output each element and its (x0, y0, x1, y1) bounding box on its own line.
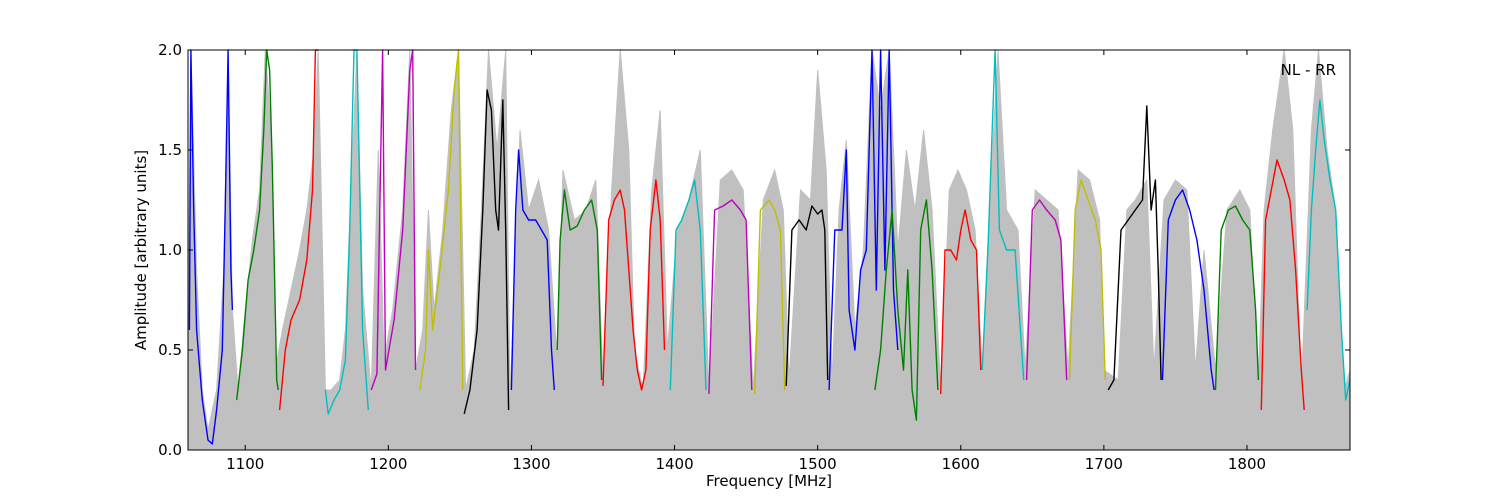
series-line-24 (1260, 159, 1305, 411)
series-line-14 (785, 205, 829, 387)
x-axis-label: Frequency [MHz] (706, 472, 832, 490)
series-line-25 (1306, 99, 1351, 401)
x-tick-label: 1100 (226, 455, 264, 473)
series-line-16 (874, 199, 939, 421)
series-layer (188, 49, 1351, 445)
x-axis: 1100 1200 1300 1400 1500 1600 1700 1800 (226, 50, 1266, 473)
y-tick-label: 1.5 (158, 141, 182, 159)
x-tick-label: 1600 (942, 455, 980, 473)
series-line-8 (510, 149, 555, 391)
series-line-6 (419, 49, 464, 391)
envelope-band (187, 49, 1351, 451)
x-tick-label: 1700 (1085, 455, 1123, 473)
series-line-23 (1214, 205, 1260, 391)
y-tick-label: 0.5 (158, 341, 182, 359)
annotation-label: NL - RR (1281, 61, 1336, 79)
series-line-21 (1107, 105, 1162, 391)
x-tick-label: 1300 (512, 455, 550, 473)
series-line-7 (463, 89, 510, 415)
x-tick-label: 1200 (369, 455, 407, 473)
series-line-19 (1025, 199, 1068, 381)
envelope-layer (187, 49, 1351, 451)
series-line-22 (1161, 189, 1215, 391)
series-line-9 (556, 189, 603, 381)
y-tick-label: 2.0 (158, 41, 182, 59)
series-line-13 (754, 199, 786, 395)
y-tick-label: 0.0 (158, 441, 182, 459)
y-tick-label: 1.0 (158, 241, 182, 259)
x-tick-label: 1500 (799, 455, 837, 473)
series-line-20 (1068, 179, 1106, 381)
series-line-15 (828, 49, 899, 391)
y-axis-label: Amplitude [arbitrary units] (132, 150, 150, 350)
series-line-4 (324, 49, 369, 415)
x-tick-label: 1800 (1228, 455, 1266, 473)
y-axis: 0.0 0.5 1.0 1.5 2.0 (158, 41, 1350, 459)
series-line-17 (940, 209, 982, 395)
x-tick-label: 1400 (655, 455, 693, 473)
series-line-2 (236, 49, 279, 401)
series-line-3 (278, 49, 319, 411)
series-line-10 (602, 179, 666, 391)
series-line-18 (981, 49, 1025, 381)
series-line-12 (708, 199, 753, 395)
series-line-5 (370, 49, 417, 391)
series-line-11 (669, 179, 707, 391)
